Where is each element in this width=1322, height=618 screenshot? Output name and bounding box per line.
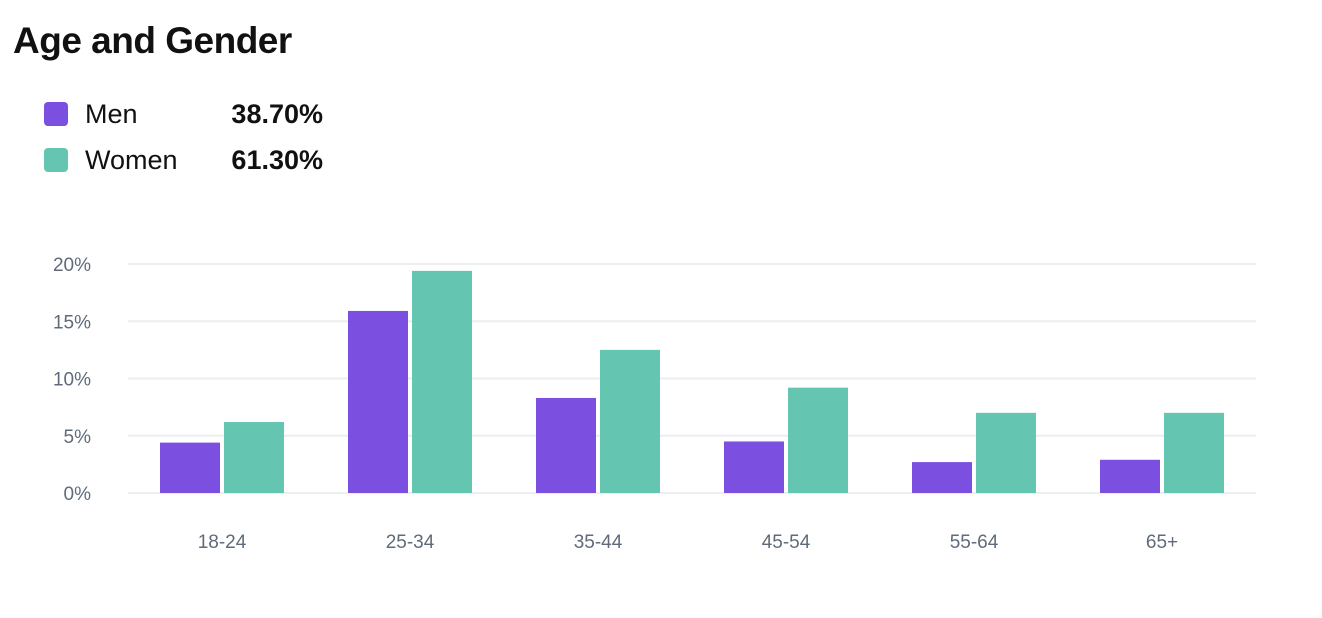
x-tick-label: 18-24 — [198, 532, 247, 553]
bar-men — [160, 442, 220, 493]
legend-swatch-women — [44, 148, 68, 172]
bar-men — [912, 462, 972, 493]
y-tick-label: 0% — [64, 484, 92, 505]
y-tick-label: 20% — [53, 255, 91, 276]
x-tick-label: 35-44 — [574, 532, 623, 553]
legend-swatch-men — [44, 102, 68, 126]
x-tick-label: 25-34 — [386, 532, 435, 553]
bar-women — [412, 270, 472, 493]
x-tick-label: 45-54 — [762, 532, 811, 553]
legend-label-women: Women — [85, 145, 178, 175]
bar-women — [788, 387, 848, 493]
bar-women — [224, 422, 284, 493]
bar-women — [1164, 412, 1224, 493]
legend-value-women: 61.30% — [231, 145, 323, 175]
bar-men — [536, 397, 596, 493]
legend-value-men: 38.70% — [231, 99, 323, 129]
bar-women — [600, 349, 660, 493]
bar-women — [976, 412, 1036, 493]
chart-title: Age and Gender — [13, 20, 292, 61]
bar-men — [348, 310, 408, 493]
bar-men — [724, 441, 784, 493]
y-tick-label: 10% — [53, 370, 91, 391]
bar-men — [1100, 459, 1160, 493]
y-tick-label: 5% — [64, 427, 92, 448]
x-tick-label: 65+ — [1146, 532, 1178, 553]
legend-label-men: Men — [85, 99, 138, 129]
x-tick-label: 55-64 — [950, 532, 999, 553]
y-tick-label: 15% — [53, 312, 91, 333]
